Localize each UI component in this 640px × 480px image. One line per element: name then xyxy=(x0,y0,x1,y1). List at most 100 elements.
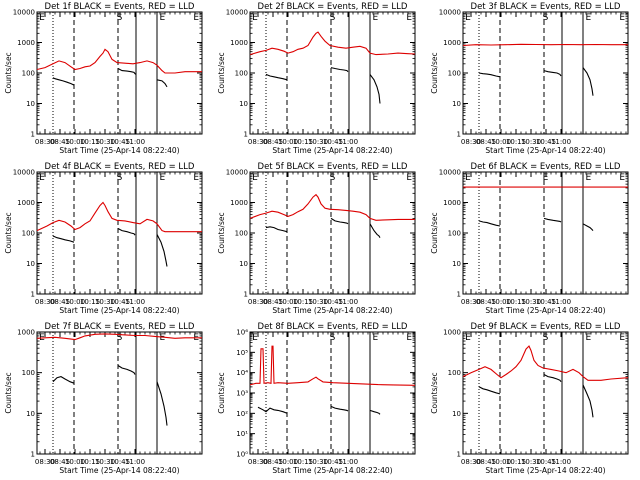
x-tick-label: 08:45 xyxy=(263,458,283,466)
y-tick-label: 1 xyxy=(244,291,248,299)
y-tick-label: 10⁰ xyxy=(236,451,248,459)
events-series-line xyxy=(369,409,381,415)
flag-label: E xyxy=(619,333,625,343)
x-tick-label: 10:30 xyxy=(521,458,541,466)
y-tick-label: 10 xyxy=(239,100,248,108)
x-axis-label: Start Time (25-Apr-14 08:22:40) xyxy=(272,146,392,155)
x-tick-label: 10:45 xyxy=(536,458,556,466)
x-tick-label: 10:15 xyxy=(293,458,313,466)
events-series-line xyxy=(330,67,349,73)
x-tick-label: 10:45 xyxy=(110,458,130,466)
flag-label: E xyxy=(252,333,258,343)
plot-frame xyxy=(249,11,416,135)
plot-frame xyxy=(462,331,629,455)
x-tick-label: 10:45 xyxy=(110,138,130,146)
x-tick-label: 10:30 xyxy=(95,458,115,466)
y-tick-label: 1 xyxy=(457,451,461,459)
y-axis-label: Counts/sec xyxy=(430,372,439,413)
lld-series-line xyxy=(36,333,202,341)
panel-title: Det 7f BLACK = Events, RED = LLD xyxy=(45,322,195,332)
plot-frame xyxy=(36,331,203,455)
x-tick-label: 11:00 xyxy=(338,138,358,146)
y-tick-label: 10 xyxy=(452,410,461,418)
events-series-line xyxy=(369,74,381,104)
x-tick-label: 08:45 xyxy=(476,138,496,146)
detector-panel-6: Det 6f BLACK = Events, RED = LLD 1 10 100 10… xyxy=(430,162,629,315)
lld-series-line xyxy=(249,31,416,56)
flag-label: E xyxy=(193,173,199,183)
events-series-line xyxy=(582,67,594,96)
y-tick-label: 10000 xyxy=(13,9,35,17)
x-tick-label: 10:00 xyxy=(491,138,511,146)
y-tick-label: 10000 xyxy=(13,169,35,177)
y-tick-label: 10 xyxy=(26,100,35,108)
y-tick-label: 1 xyxy=(31,451,35,459)
flag-label: S xyxy=(117,173,123,183)
y-tick-label: 1 xyxy=(457,131,461,139)
flag-label: S xyxy=(330,173,336,183)
events-series-line xyxy=(582,384,594,418)
x-tick-label: 10:45 xyxy=(323,298,343,306)
lld-series-line xyxy=(249,345,416,386)
events-series-line xyxy=(117,365,136,375)
events-series-line xyxy=(52,77,75,86)
x-tick-label: 11:00 xyxy=(338,298,358,306)
x-tick-label: 08:30 xyxy=(248,298,268,306)
detector-panel-5: Det 5f BLACK = Events, RED = LLD 1 10 100 10… xyxy=(217,162,416,315)
y-tick-label: 10000 xyxy=(439,9,461,17)
x-tick-label: 08:30 xyxy=(248,138,268,146)
x-tick-label: 08:45 xyxy=(263,138,283,146)
events-series-line xyxy=(543,374,562,383)
x-tick-label: 08:45 xyxy=(476,298,496,306)
flag-label: E xyxy=(39,173,45,183)
flag-label: S xyxy=(543,333,549,343)
flag-label: E xyxy=(160,333,166,343)
x-tick-label: 08:45 xyxy=(50,458,70,466)
flag-label: E xyxy=(252,13,258,23)
x-axis-label: Start Time (25-Apr-14 08:22:40) xyxy=(272,306,392,315)
flag-label: S xyxy=(117,333,123,343)
y-axis-label: Counts/sec xyxy=(430,212,439,253)
x-axis-label: Start Time (25-Apr-14 08:22:40) xyxy=(485,146,605,155)
x-tick-label: 08:30 xyxy=(461,458,481,466)
detector-panel-7: Det 7f BLACK = Events, RED = LLD 1 10 100 10… xyxy=(4,322,203,475)
x-tick-label: 10:00 xyxy=(491,298,511,306)
x-tick-label: 10:00 xyxy=(65,458,85,466)
x-tick-label: 08:30 xyxy=(461,298,481,306)
x-tick-label: 08:30 xyxy=(248,458,268,466)
flag-label: E xyxy=(160,173,166,183)
detector-panel-9: Det 9f BLACK = Events, RED = LLD 1 10 100 10… xyxy=(430,322,629,475)
x-tick-label: 10:15 xyxy=(80,298,100,306)
y-tick-label: 100 xyxy=(448,230,461,238)
flag-label: E xyxy=(373,173,379,183)
x-tick-label: 10:15 xyxy=(293,138,313,146)
y-tick-label: 10¹ xyxy=(236,430,248,438)
y-tick-label: 1000 xyxy=(17,199,35,207)
y-tick-label: 10 xyxy=(26,260,35,268)
x-tick-label: 10:15 xyxy=(506,458,526,466)
x-tick-label: 10:15 xyxy=(80,138,100,146)
flag-label: E xyxy=(586,13,592,23)
y-axis-label: Counts/sec xyxy=(4,52,13,93)
y-tick-label: 10000 xyxy=(439,169,461,177)
x-tick-label: 10:45 xyxy=(110,298,130,306)
y-tick-label: 100 xyxy=(448,70,461,78)
x-tick-label: 08:30 xyxy=(35,458,55,466)
plot-frame xyxy=(462,11,629,135)
flag-label: E xyxy=(193,13,199,23)
x-tick-label: 10:15 xyxy=(293,298,313,306)
x-tick-label: 08:30 xyxy=(35,298,55,306)
panel-title: Det 2f BLACK = Events, RED = LLD xyxy=(258,2,408,12)
x-tick-label: 11:00 xyxy=(551,298,571,306)
events-series-line xyxy=(117,228,136,236)
x-tick-label: 10:00 xyxy=(278,298,298,306)
y-tick-label: 10 xyxy=(452,100,461,108)
x-tick-label: 10:00 xyxy=(278,138,298,146)
flag-label: E xyxy=(619,13,625,23)
y-tick-label: 100 xyxy=(22,70,35,78)
x-tick-label: 11:00 xyxy=(125,458,145,466)
lld-series-line xyxy=(462,43,628,47)
flag-label: S xyxy=(543,13,549,23)
events-series-line xyxy=(265,226,288,233)
